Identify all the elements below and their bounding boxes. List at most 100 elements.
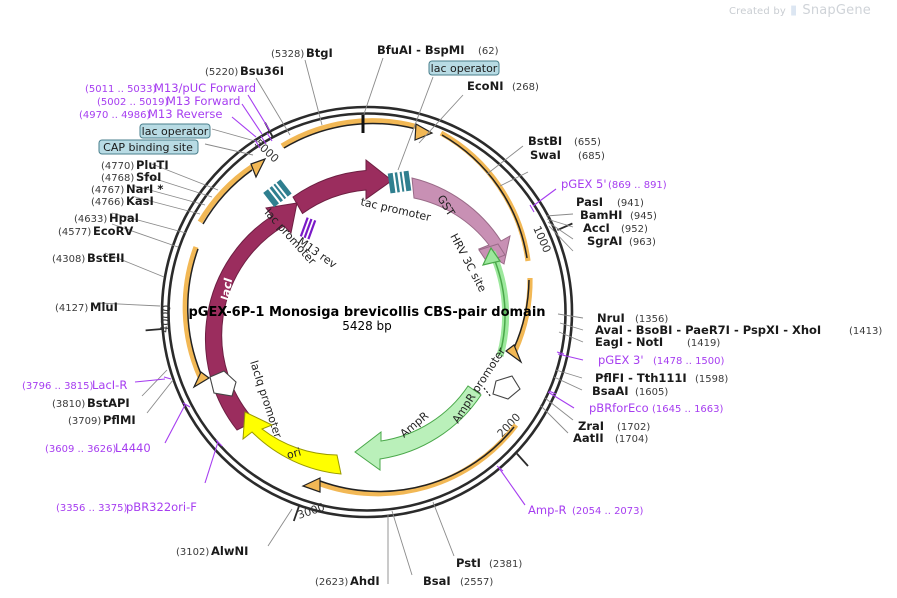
label-aatii[interactable]: AatII (1704) — [573, 431, 648, 445]
label-hpai-pos: (4633) — [74, 214, 107, 225]
label-bsaai-pos: (1605) — [635, 387, 668, 398]
label-group-bottom: (2623) AhdI BsaI (2557) PstI (2381) — [315, 556, 522, 588]
label-btgi[interactable]: (5328) BtgI — [271, 46, 333, 60]
snapgene-logo-icon: ▮ — [790, 3, 798, 18]
ruler-tick-3000: 3000 — [296, 500, 327, 521]
label-alwni[interactable]: (3102) AlwNI — [176, 544, 248, 558]
label-eagi-noti[interactable]: EagI - NotI (1419) — [595, 335, 720, 349]
label-swai[interactable]: SwaI (685) — [530, 148, 605, 162]
label-m13-reverse-pos: (4970 .. 4986) — [79, 110, 151, 121]
label-eagi-noti-pos: (1419) — [687, 338, 720, 349]
label-lac-operator-left[interactable]: lac operator — [139, 123, 211, 139]
label-pflmi[interactable]: (3709) PflMI — [68, 413, 136, 427]
label-kasi-name: KasI — [126, 194, 154, 208]
plasmid-title: pGEX-6P-1 Monosiga brevicollis CBS-pair … — [188, 305, 545, 320]
plasmid-backbone — [160, 105, 574, 519]
label-avai-group[interactable]: AvaI - BsoBI - PaeR7I - PspXI - XhoI (14… — [595, 323, 882, 337]
label-pgex-3-pos: (1478 .. 1500) — [653, 356, 725, 367]
feature-label-ori: ori — [285, 445, 302, 461]
label-m13puc-forward-pos: (5011 .. 5033) — [85, 84, 157, 95]
label-sgrai-name: SgrAI — [587, 234, 622, 248]
label-pflfi-tth111i[interactable]: PflFI - Tth111I (1598) — [595, 371, 728, 385]
label-pgex-3[interactable]: pGEX 3' (1478 .. 1500) — [598, 353, 725, 367]
label-lac-operator-top[interactable]: lac operator — [428, 60, 500, 76]
label-m13puc-forward[interactable]: (5011 .. 5033) M13/pUC Forward — [85, 81, 256, 95]
label-bsai-name: BsaI — [423, 574, 451, 588]
label-bsteii[interactable]: (4308) BstEII — [52, 251, 125, 265]
label-pasi-name: PasI — [576, 195, 603, 209]
label-bfuai-bspmi[interactable]: BfuAI - BspMI (62) — [377, 43, 499, 57]
watermark-brand: SnapGene — [802, 3, 871, 18]
label-l4440-name: L4440 — [115, 441, 151, 455]
label-bstapi[interactable]: (3810) BstAPI — [52, 396, 130, 410]
label-cap-binding-site[interactable]: CAP binding site — [98, 139, 199, 155]
label-nari[interactable]: (4767) NarI * — [91, 182, 163, 196]
label-l4440[interactable]: (3609 .. 3626) L4440 — [45, 441, 151, 455]
label-bfuai-bspmi-pos: (62) — [478, 46, 499, 57]
label-lac-operator-top-text: lac operator — [431, 62, 498, 75]
label-zrai-pos: (1702) — [617, 422, 650, 433]
label-pgex-3-name: pGEX 3' — [598, 353, 644, 367]
label-acci-pos: (952) — [621, 224, 648, 235]
label-nrui-name: NruI — [597, 311, 625, 325]
label-sgrai[interactable]: SgrAI (963) — [587, 234, 656, 248]
label-psti[interactable]: PstI (2381) — [456, 556, 522, 570]
label-econi[interactable]: EcoNI (268) — [467, 79, 539, 93]
label-bamhi[interactable]: BamHI (945) — [580, 208, 657, 222]
feature-laci[interactable]: lacI — [204, 202, 298, 431]
label-group-right-upper: BstBI (655) SwaI (685) pGEX 5' (869 .. 8… — [528, 134, 667, 248]
label-bsteii-name: BstEII — [87, 251, 125, 265]
label-swai-name: SwaI — [530, 148, 561, 162]
label-pluti-pos: (4770) — [101, 161, 134, 172]
label-kasi[interactable]: (4766) KasI — [91, 194, 154, 208]
label-laci-r-name: LacI-R — [92, 378, 127, 392]
label-pasi[interactable]: PasI (941) — [576, 195, 644, 209]
label-pgex-5[interactable]: pGEX 5' (869 .. 891) — [561, 177, 667, 191]
label-amp-r-name: Amp-R — [528, 503, 567, 517]
label-ecorv[interactable]: (4577) EcoRV — [58, 224, 133, 238]
feature-ampr-promoter[interactable]: AmpR promoter — [450, 345, 521, 426]
label-sfoi[interactable]: (4768) SfoI — [101, 170, 161, 184]
feature-label-hrv-3c-site: HRV 3C site — [447, 231, 489, 294]
label-bstbi-pos: (655) — [574, 137, 601, 148]
label-group-m13-primers: (5011 .. 5033) M13/pUC Forward (5002 .. … — [79, 81, 256, 121]
label-bsu36i-pos: (5220) — [205, 67, 238, 78]
label-mlui[interactable]: (4127) MluI — [55, 300, 118, 314]
label-amp-r[interactable]: Amp-R (2054 .. 2073) — [528, 503, 644, 517]
label-pluti[interactable]: (4770) PluTI — [101, 158, 169, 172]
label-m13-forward[interactable]: (5002 .. 5019) M13 Forward — [97, 94, 240, 108]
feature-insert-cds — [481, 246, 510, 357]
label-alwni-pos: (3102) — [176, 547, 209, 558]
label-m13-reverse[interactable]: (4970 .. 4986) M13 Reverse — [79, 107, 222, 121]
label-ahdi-pos: (2623) — [315, 577, 348, 588]
label-zrai[interactable]: ZraI (1702) — [578, 419, 650, 433]
label-pflfi-tth111i-pos: (1598) — [695, 374, 728, 385]
label-bsaai[interactable]: BsaAI (1605) — [592, 384, 668, 398]
label-nrui[interactable]: NruI (1356) — [597, 311, 668, 325]
feature-label-laci: lacI — [218, 276, 235, 301]
label-laci-r[interactable]: (3796 .. 3815) LacI-R — [22, 378, 127, 392]
label-pbr322ori-f-name: pBR322ori-F — [126, 500, 197, 514]
label-group-top-left: (5328) BtgI (5220) Bsu36I — [205, 46, 333, 78]
orf-arrowheads — [192, 123, 523, 493]
plasmid-size: 5428 bp — [342, 319, 392, 333]
label-acci[interactable]: AccI (952) — [583, 221, 648, 235]
label-bstbi[interactable]: BstBI (655) — [528, 134, 601, 148]
label-pflmi-name: PflMI — [103, 413, 136, 427]
label-bsai[interactable]: BsaI (2557) — [423, 574, 493, 588]
label-l4440-pos: (3609 .. 3626) — [45, 444, 117, 455]
label-pbrforeco[interactable]: pBRforEco (1645 .. 1663) — [589, 401, 724, 415]
watermark-prefix: Created by — [728, 6, 787, 17]
label-mlui-name: MluI — [90, 300, 118, 314]
label-sgrai-pos: (963) — [629, 237, 656, 248]
label-pbr322ori-f[interactable]: (3356 .. 3375) pBR322ori-F — [56, 500, 197, 514]
feature-ori[interactable]: ori — [242, 411, 342, 475]
label-btgi-pos: (5328) — [271, 49, 304, 60]
feature-m13-rev[interactable]: M13 rev — [295, 217, 340, 271]
label-hpai[interactable]: (4633) HpaI — [74, 211, 139, 225]
label-acci-name: AccI — [583, 221, 610, 235]
label-bsu36i[interactable]: (5220) Bsu36I — [205, 64, 284, 78]
orf-arrow-cores — [187, 122, 530, 493]
label-sfoi-pos: (4768) — [101, 173, 134, 184]
label-ahdi[interactable]: (2623) AhdI — [315, 574, 380, 588]
